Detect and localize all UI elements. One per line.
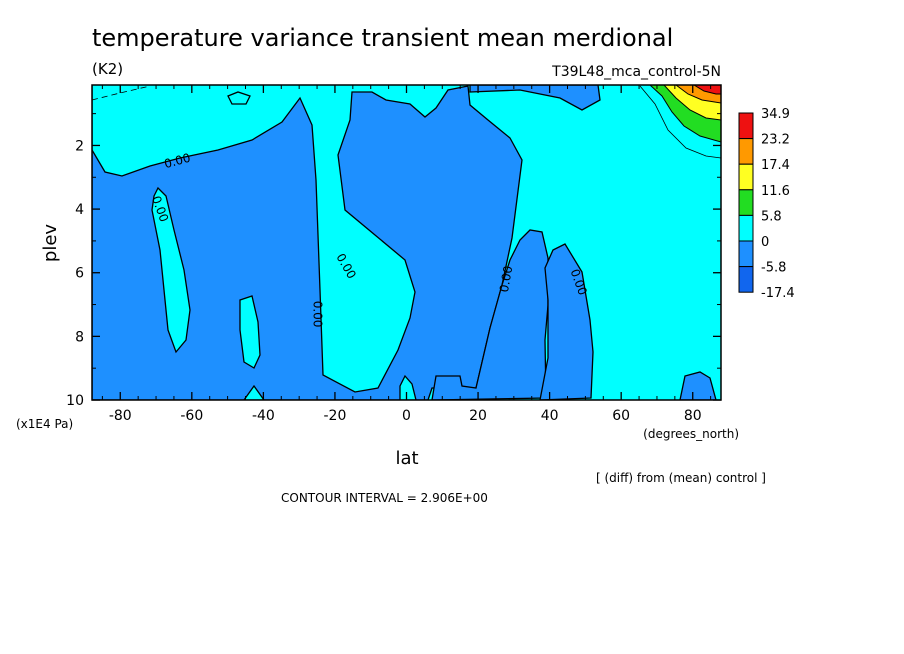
x-axis-units: (degrees_north) xyxy=(643,427,739,441)
colorbar-level-label: 11.6 xyxy=(761,184,790,199)
colorbar-level-label: -17.4 xyxy=(761,286,795,301)
chart-title: temperature variance transient mean merd… xyxy=(92,24,673,52)
x-axis-label: lat xyxy=(395,448,418,469)
x-tick-label: 80 xyxy=(684,408,702,424)
colorbar-level-label: 5.8 xyxy=(761,209,782,224)
contour-line-faint xyxy=(639,85,721,159)
x-tick-label: -40 xyxy=(252,408,275,424)
colorbar-level-label: 17.4 xyxy=(761,158,790,173)
y-tick-label: 6 xyxy=(75,266,84,282)
contour-label: 0.00 xyxy=(311,301,325,328)
negative-region-corner xyxy=(679,371,717,400)
colorbar-level-label: -5.8 xyxy=(761,261,786,276)
colorbar-swatch xyxy=(738,240,754,268)
colorbar-swatch xyxy=(738,163,754,191)
diff-note: [ (diff) from (mean) control ] xyxy=(596,471,766,485)
colorbar-swatch xyxy=(738,189,754,216)
y-axis-units: (x1E4 Pa) xyxy=(16,417,73,431)
x-tick-label: 40 xyxy=(541,408,559,424)
colorbar-level-label: 34.9 xyxy=(761,107,790,122)
zero-island-base xyxy=(243,384,265,400)
colorbar-swatch xyxy=(738,266,754,293)
x-tick-label: -60 xyxy=(180,408,203,424)
negative-region-right xyxy=(469,85,601,111)
x-tick-label: 60 xyxy=(612,408,630,424)
y-tick-label: 8 xyxy=(75,329,84,345)
colorbar-level-label: 0 xyxy=(761,235,769,250)
y-tick-label: 10 xyxy=(66,393,84,409)
negative-region-top xyxy=(92,85,523,400)
colorbar: 34.9 23.2 17.4 11.6 5.8 0 -5.8 -17.4 xyxy=(738,107,795,301)
run-label: T39L48_mca_control-5N xyxy=(551,64,721,80)
negative-region-lower-mid xyxy=(539,243,594,400)
colorbar-swatch xyxy=(738,138,754,165)
y-axis-label: plev xyxy=(40,224,61,263)
zero-island-top xyxy=(227,91,251,105)
units-label: (K2) xyxy=(92,60,123,78)
y-axis: 2 4 6 8 10 xyxy=(66,113,721,409)
contour-label: 0.00 xyxy=(163,151,192,171)
positive-region-red xyxy=(693,85,721,95)
contour-interval: CONTOUR INTERVAL = 2.906E+00 xyxy=(281,491,488,505)
x-tick-label: -80 xyxy=(109,408,132,424)
x-axis: -80 -60 -40 -20 0 20 40 60 80 xyxy=(101,85,712,424)
x-tick-label: 0 xyxy=(402,408,411,424)
negative-region-bottom-right xyxy=(431,229,549,400)
contour-label: 0.00 xyxy=(497,265,515,294)
y-tick-label: 2 xyxy=(75,138,84,154)
zero-island-left xyxy=(151,186,191,354)
colorbar-swatch xyxy=(738,112,754,140)
y-tick-label: 4 xyxy=(75,202,84,218)
plot-area xyxy=(92,85,721,400)
colorbar-swatch xyxy=(738,214,754,242)
zero-island-mid xyxy=(239,295,261,369)
x-tick-label: -20 xyxy=(324,408,347,424)
colorbar-level-label: 23.2 xyxy=(761,133,790,148)
x-tick-label: 20 xyxy=(469,408,487,424)
zero-island-right xyxy=(399,374,417,400)
